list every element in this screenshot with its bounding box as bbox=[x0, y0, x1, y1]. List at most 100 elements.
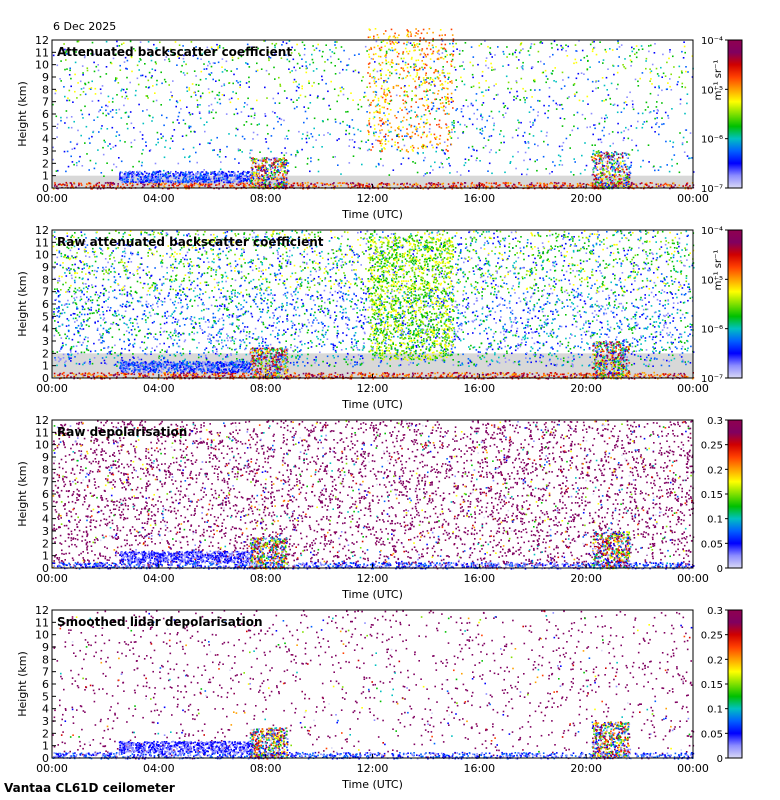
y-tick-label: 6 bbox=[42, 678, 49, 691]
footer-station: Vantaa CL61D ceilometer bbox=[4, 781, 175, 795]
x-tick-label: 00:00 bbox=[36, 762, 68, 775]
x-tick-label: 08:00 bbox=[250, 192, 282, 205]
x-tick-label: 04:00 bbox=[143, 762, 175, 775]
colorbar-tick-label: 0.2 bbox=[707, 655, 723, 666]
x-tick-label: 08:00 bbox=[250, 762, 282, 775]
y-tick-label: 9 bbox=[42, 71, 49, 84]
y-tick-label: 5 bbox=[42, 500, 49, 513]
y-tick-label: 7 bbox=[42, 476, 49, 489]
y-tick-label: 2 bbox=[42, 727, 49, 740]
y-tick-label: 7 bbox=[42, 666, 49, 679]
x-tick-label: 20:00 bbox=[570, 192, 602, 205]
y-tick-label: 10 bbox=[35, 629, 49, 642]
y-tick-label: 7 bbox=[42, 286, 49, 299]
colorbar-tick-label: 0.05 bbox=[701, 729, 723, 740]
y-tick-label: 4 bbox=[42, 323, 49, 336]
x-tick-label: 00:00 bbox=[677, 572, 709, 585]
x-tick-label: 16:00 bbox=[463, 382, 495, 395]
x-tick-label: 16:00 bbox=[463, 192, 495, 205]
x-tick-label: 00:00 bbox=[677, 762, 709, 775]
panel-1: 00:00 04:00 08:00 12:00 16:00 20:00 00:0001234… bbox=[16, 28, 743, 221]
y-axis-label: Height (km) bbox=[16, 461, 29, 527]
colorbar: 0 0.05 0.1 0.15 0.2 0.25 0.3 bbox=[701, 606, 743, 765]
y-tick-label: 0 bbox=[42, 752, 49, 765]
y-tick-label: 6 bbox=[42, 488, 49, 501]
y-tick-label: 12 bbox=[35, 224, 49, 237]
colorbar-tick-label: 10⁻⁴ bbox=[701, 226, 723, 237]
x-tick-label: 12:00 bbox=[357, 192, 389, 205]
y-tick-label: 1 bbox=[42, 740, 49, 753]
y-tick-label: 5 bbox=[42, 310, 49, 323]
y-tick-label: 2 bbox=[42, 537, 49, 550]
y-tick-label: 10 bbox=[35, 249, 49, 262]
x-tick-label: 04:00 bbox=[143, 572, 175, 585]
y-tick-label: 8 bbox=[42, 83, 49, 96]
y-tick-label: 2 bbox=[42, 157, 49, 170]
plot-area bbox=[52, 40, 693, 188]
y-tick-label: 1 bbox=[42, 550, 49, 563]
x-tick-label: 04:00 bbox=[143, 382, 175, 395]
x-tick-label: 08:00 bbox=[250, 382, 282, 395]
y-tick-label: 6 bbox=[42, 298, 49, 311]
y-tick-label: 12 bbox=[35, 414, 49, 427]
x-tick-label: 12:00 bbox=[357, 382, 389, 395]
y-tick-label: 10 bbox=[35, 59, 49, 72]
panel-title: Raw depolarisation bbox=[57, 425, 187, 439]
heatmap-field bbox=[52, 230, 695, 380]
x-tick-label: 08:00 bbox=[250, 572, 282, 585]
colorbar-tick-label: 0.3 bbox=[707, 606, 723, 617]
x-tick-label: 04:00 bbox=[143, 192, 175, 205]
colorbar-tick-label: 0.1 bbox=[707, 515, 723, 526]
colorbar-tick-label: 0.25 bbox=[701, 441, 723, 452]
y-axis-label: Height (km) bbox=[16, 651, 29, 717]
x-axis-label: Time (UTC) bbox=[341, 208, 403, 221]
panel-title: Raw attenuated backscatter coefficient bbox=[57, 235, 324, 249]
header-date: 6 Dec 2025 bbox=[53, 20, 116, 33]
y-tick-label: 8 bbox=[42, 653, 49, 666]
y-tick-label: 1 bbox=[42, 360, 49, 373]
colorbar-tick-label: 0 bbox=[717, 754, 723, 765]
x-tick-label: 20:00 bbox=[570, 382, 602, 395]
panel-title: Smoothed lidar depolarisation bbox=[57, 615, 263, 629]
colorbar-tick-label: 0.3 bbox=[707, 416, 723, 427]
y-tick-label: 4 bbox=[42, 513, 49, 526]
y-axis-label: Height (km) bbox=[16, 81, 29, 147]
y-tick-label: 8 bbox=[42, 273, 49, 286]
colorbar-tick-label: 10⁻⁵ bbox=[701, 275, 723, 286]
colorbar-tick-label: 0 bbox=[717, 564, 723, 575]
y-tick-label: 5 bbox=[42, 690, 49, 703]
colorbar-tick-label: 10⁻⁴ bbox=[701, 36, 723, 47]
y-tick-label: 3 bbox=[42, 525, 49, 538]
x-tick-label: 20:00 bbox=[570, 572, 602, 585]
x-axis-label: Time (UTC) bbox=[341, 588, 403, 601]
y-tick-label: 11 bbox=[35, 236, 49, 249]
panel-3: 00:00 04:00 08:00 12:00 16:00 20:00 00:0001234… bbox=[16, 414, 743, 601]
y-tick-label: 4 bbox=[42, 133, 49, 146]
y-tick-label: 4 bbox=[42, 703, 49, 716]
y-tick-label: 2 bbox=[42, 347, 49, 360]
x-tick-label: 20:00 bbox=[570, 762, 602, 775]
y-tick-label: 12 bbox=[35, 604, 49, 617]
x-tick-label: 16:00 bbox=[463, 762, 495, 775]
y-tick-label: 6 bbox=[42, 108, 49, 121]
y-tick-label: 1 bbox=[42, 170, 49, 183]
y-tick-label: 11 bbox=[35, 46, 49, 59]
x-tick-label: 12:00 bbox=[357, 762, 389, 775]
colorbar: 10⁻⁷ 10⁻⁶ 10⁻⁵ 10⁻⁴ m⁻¹ sr⁻¹ bbox=[701, 226, 743, 385]
colorbar: 10⁻⁷ 10⁻⁶ 10⁻⁵ 10⁻⁴ m⁻¹ sr⁻¹ bbox=[701, 36, 743, 195]
colorbar-tick-label: 10⁻⁶ bbox=[701, 135, 723, 146]
y-tick-label: 11 bbox=[35, 616, 49, 629]
y-tick-label: 9 bbox=[42, 641, 49, 654]
colorbar-tick-label: 10⁻⁷ bbox=[701, 374, 723, 385]
y-tick-label: 8 bbox=[42, 463, 49, 476]
panel-4: 00:00 04:00 08:00 12:00 16:00 20:00 00:0001234… bbox=[16, 604, 743, 791]
x-axis-label: Time (UTC) bbox=[341, 398, 403, 411]
y-axis-label: Height (km) bbox=[16, 271, 29, 337]
y-tick-label: 0 bbox=[42, 182, 49, 195]
colorbar-tick-label: 0.15 bbox=[701, 490, 723, 501]
colorbar-tick-label: 0.1 bbox=[707, 705, 723, 716]
colorbar-tick-label: 0.25 bbox=[701, 631, 723, 642]
y-tick-label: 10 bbox=[35, 439, 49, 452]
y-tick-label: 9 bbox=[42, 261, 49, 274]
y-tick-label: 3 bbox=[42, 335, 49, 348]
